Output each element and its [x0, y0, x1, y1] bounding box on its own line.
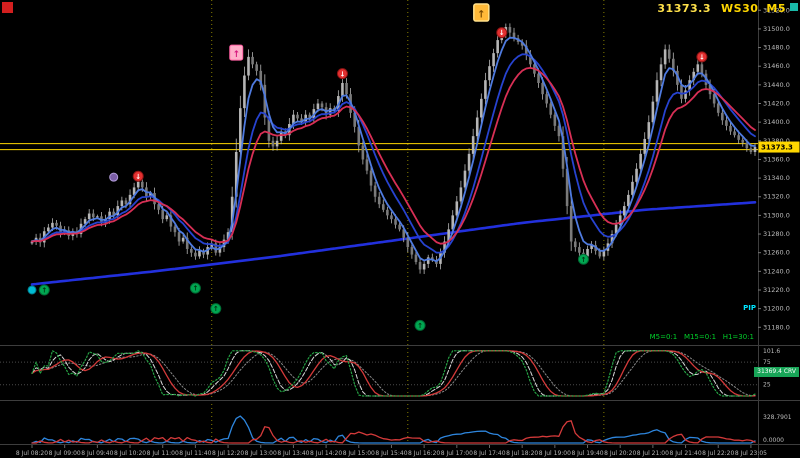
buy-arrow-icon — [210, 303, 222, 315]
svg-text:8 Jul 08:20: 8 Jul 08:20 — [16, 450, 48, 457]
svg-text:8 Jul 13:40: 8 Jul 13:40 — [277, 450, 309, 457]
svg-text:31460.0: 31460.0 — [763, 62, 790, 70]
svg-text:31240.0: 31240.0 — [763, 267, 790, 275]
buy-arrow-icon — [189, 282, 201, 294]
svg-text:↑: ↑ — [41, 287, 47, 295]
sell-alert-icon — [696, 51, 708, 63]
svg-text:↑: ↑ — [192, 285, 198, 293]
svg-text:↓: ↓ — [499, 29, 505, 37]
svg-text:8 Jul 15:40: 8 Jul 15:40 — [375, 450, 407, 457]
svg-text:31260.0: 31260.0 — [763, 249, 790, 257]
svg-text:31520.0: 31520.0 — [763, 6, 790, 14]
slow-ma-line — [30, 201, 757, 286]
price-axis[interactable]: 31180.0 31200.0 31220.0 31240.0 31260.0 31280… — [758, 6, 800, 444]
svg-text:31400.0: 31400.0 — [763, 118, 790, 126]
svg-text:↑: ↑ — [213, 305, 219, 313]
svg-text:8 Jul 22:20: 8 Jul 22:20 — [702, 450, 734, 457]
cyan-dot-marker — [27, 285, 37, 295]
svg-text:8 Jul 10:20: 8 Jul 10:20 — [114, 450, 146, 457]
momentum-pane — [31, 415, 756, 444]
session-separators — [211, 0, 605, 444]
svg-text:8 Jul 23:05: 8 Jul 23:05 — [735, 450, 767, 457]
svg-text:↑: ↑ — [232, 50, 240, 60]
svg-text:8 Jul 14:20: 8 Jul 14:20 — [310, 450, 342, 457]
svg-text:8 Jul 13:00: 8 Jul 13:00 — [245, 450, 277, 457]
svg-text:8 Jul 16:20: 8 Jul 16:20 — [408, 450, 440, 457]
signal-markers: ↑ ↑ ↑ ↑ ↑ ↓ ↓ ↓ ↓ ↑ ↑ — [27, 3, 708, 331]
svg-text:8 Jul 15:00: 8 Jul 15:00 — [343, 450, 375, 457]
svg-text:31220.0: 31220.0 — [763, 286, 790, 294]
buy-arrow-icon — [577, 253, 589, 265]
svg-text:31300.0: 31300.0 — [763, 211, 790, 219]
svg-text:0.0000: 0.0000 — [763, 437, 784, 444]
svg-text:8 Jul 20:20: 8 Jul 20:20 — [604, 450, 636, 457]
sell-alert-icon — [496, 27, 508, 39]
svg-text:31180.0: 31180.0 — [763, 323, 790, 331]
svg-text:31420.0: 31420.0 — [763, 100, 790, 108]
support-resistance-lines — [0, 143, 758, 151]
current-price-badge — [758, 141, 800, 153]
svg-text:8 Jul 21:40: 8 Jul 21:40 — [669, 450, 701, 457]
svg-text:31340.0: 31340.0 — [763, 174, 790, 182]
svg-text:31320.0: 31320.0 — [763, 193, 790, 201]
svg-text:↑: ↑ — [477, 10, 485, 21]
sell-alert-icon — [336, 68, 348, 80]
svg-text:75: 75 — [763, 359, 771, 366]
svg-text:8 Jul 19:40: 8 Jul 19:40 — [571, 450, 603, 457]
ma-red-line — [31, 67, 756, 245]
svg-text:8 Jul 11:40: 8 Jul 11:40 — [179, 450, 211, 457]
svg-text:8 Jul 18:20: 8 Jul 18:20 — [506, 450, 538, 457]
buy-arrow-icon — [414, 319, 426, 331]
svg-text:↓: ↓ — [699, 53, 705, 61]
svg-text:31440.0: 31440.0 — [763, 81, 790, 89]
svg-text:8 Jul 21:00: 8 Jul 21:00 — [637, 450, 669, 457]
svg-text:8 Jul 17:40: 8 Jul 17:40 — [473, 450, 505, 457]
svg-text:8 Jul 09:40: 8 Jul 09:40 — [81, 450, 113, 457]
svg-text:↓: ↓ — [340, 70, 346, 78]
purple-dot-marker — [109, 172, 119, 182]
svg-text:↑: ↑ — [581, 256, 587, 264]
svg-text:31480.0: 31480.0 — [763, 44, 790, 52]
svg-text:8 Jul 12:20: 8 Jul 12:20 — [212, 450, 244, 457]
buy-arrow-icon — [38, 284, 50, 296]
svg-text:31373.3: 31373.3 — [761, 144, 793, 152]
svg-text:8 Jul 17:00: 8 Jul 17:00 — [441, 450, 473, 457]
svg-text:31380.0: 31380.0 — [763, 137, 790, 145]
svg-text:↓: ↓ — [135, 173, 141, 181]
svg-text:↑: ↑ — [417, 322, 423, 330]
svg-text:8 Jul 11:00: 8 Jul 11:00 — [147, 450, 179, 457]
time-axis[interactable]: 8 Jul 08:20 8 Jul 09:00 8 Jul 09:40 8 Jul 1… — [16, 445, 767, 457]
sell-alert-icon — [132, 170, 144, 182]
uturn-orange-badge — [473, 3, 490, 22]
svg-text:25: 25 — [763, 382, 771, 389]
svg-text:8 Jul 09:00: 8 Jul 09:00 — [49, 450, 81, 457]
svg-text:8 Jul 19:00: 8 Jul 19:00 — [539, 450, 571, 457]
svg-text:101.6: 101.6 — [763, 348, 780, 355]
oscillator-pane — [0, 350, 758, 397]
ma-fast-blue-line — [31, 36, 756, 263]
svg-text:31500.0: 31500.0 — [763, 25, 790, 33]
svg-text:31280.0: 31280.0 — [763, 230, 790, 238]
svg-text:328.7901: 328.7901 — [763, 414, 792, 421]
uturn-pink-badge — [229, 44, 244, 61]
svg-text:31200.0: 31200.0 — [763, 305, 790, 313]
svg-text:31360.0: 31360.0 — [763, 155, 790, 163]
